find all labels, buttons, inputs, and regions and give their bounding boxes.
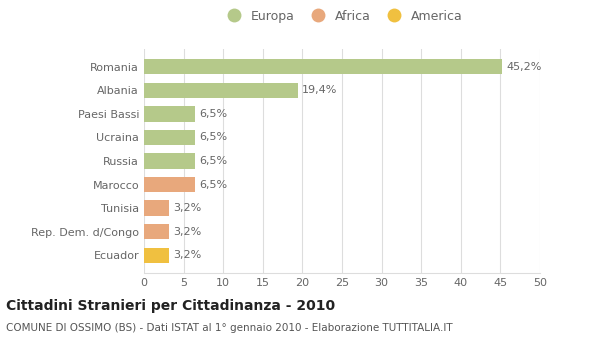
- Bar: [144, 130, 196, 145]
- Text: 6,5%: 6,5%: [199, 156, 227, 166]
- Text: 6,5%: 6,5%: [199, 180, 227, 190]
- Text: 45,2%: 45,2%: [506, 62, 541, 72]
- Text: COMUNE DI OSSIMO (BS) - Dati ISTAT al 1° gennaio 2010 - Elaborazione TUTTITALIA.: COMUNE DI OSSIMO (BS) - Dati ISTAT al 1°…: [6, 323, 452, 333]
- Text: 3,2%: 3,2%: [173, 203, 202, 213]
- Bar: [144, 153, 196, 169]
- Text: 3,2%: 3,2%: [173, 250, 202, 260]
- Bar: [144, 177, 196, 192]
- Text: 19,4%: 19,4%: [302, 85, 337, 95]
- Bar: [144, 247, 169, 263]
- Bar: [144, 83, 298, 98]
- Bar: [144, 201, 169, 216]
- Bar: [144, 59, 502, 75]
- Bar: [144, 106, 196, 121]
- Text: 6,5%: 6,5%: [199, 109, 227, 119]
- Legend: Europa, Africa, America: Europa, Africa, America: [218, 6, 467, 27]
- Text: 6,5%: 6,5%: [199, 132, 227, 142]
- Text: 3,2%: 3,2%: [173, 227, 202, 237]
- Bar: [144, 224, 169, 239]
- Text: Cittadini Stranieri per Cittadinanza - 2010: Cittadini Stranieri per Cittadinanza - 2…: [6, 299, 335, 313]
